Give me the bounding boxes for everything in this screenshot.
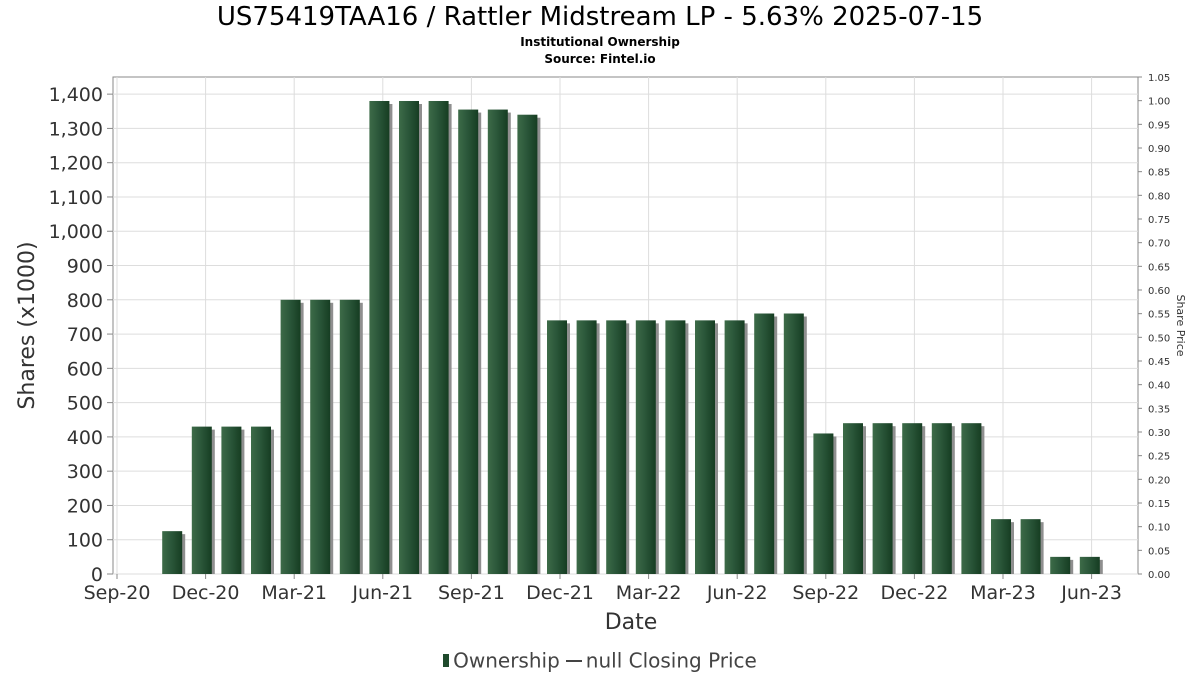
y-tick-label: 400 — [67, 427, 103, 449]
ownership-bar — [813, 433, 834, 574]
ownership-bar — [635, 320, 656, 574]
y2-tick-label: 0.60 — [1148, 286, 1170, 297]
ownership-bar — [1079, 556, 1100, 574]
y-tick-label: 500 — [67, 393, 103, 415]
y2-axis-title: Share Price — [1174, 294, 1187, 356]
y-tick-label: 1,200 — [49, 153, 103, 175]
ownership-bar — [369, 100, 390, 574]
ownership-bar — [399, 100, 419, 574]
ownership-legend-swatch — [443, 654, 450, 667]
axis-layer: 0 100 200 300 400 500 600 700 800 900 1,000 1,100 1,… — [15, 73, 1187, 635]
x-tick-label: Mar-23 — [970, 582, 1036, 604]
y2-tick-label: 0.55 — [1148, 310, 1170, 321]
ownership-bar — [487, 109, 508, 574]
ownership-bar — [251, 426, 271, 574]
ownership-bar — [665, 320, 686, 574]
y2-tick-label: 0.15 — [1148, 499, 1170, 510]
y2-tick-label: 0.95 — [1148, 120, 1170, 131]
ownership-bar — [991, 519, 1011, 574]
y2-tick-label: 0.10 — [1148, 523, 1170, 534]
ownership-bar — [191, 426, 212, 574]
ownership-bar — [902, 423, 923, 574]
ownership-bar — [724, 320, 745, 574]
x-tick-label: Mar-22 — [616, 582, 682, 604]
y-tick-label: 100 — [67, 530, 103, 552]
ownership-chart: 0 100 200 300 400 500 600 700 800 900 1,000 1,100 1,… — [15, 73, 1187, 635]
ownership-bar — [606, 320, 627, 574]
ownership-bar — [517, 114, 538, 575]
ownership-bar — [1020, 519, 1041, 574]
ownership-bar — [428, 100, 449, 574]
y2-tick-label: 0.85 — [1148, 168, 1170, 179]
y2-tick-label: 0.50 — [1148, 333, 1170, 344]
ownership-bar — [339, 299, 360, 574]
y2-tick-label: 0.70 — [1148, 239, 1170, 250]
ownership-bar — [310, 299, 331, 574]
ownership-bar — [783, 313, 804, 574]
ownership-bar — [872, 423, 893, 574]
ownership-bar — [280, 299, 301, 574]
ownership-bar — [576, 320, 597, 574]
x-axis-title: Date — [605, 610, 658, 635]
y-tick-label: 1,400 — [49, 84, 103, 106]
y-tick-label: 600 — [67, 358, 103, 380]
y2-tick-label: 0.30 — [1148, 428, 1170, 439]
x-tick-label: Dec-22 — [880, 582, 948, 604]
y2-tick-label: 0.45 — [1148, 357, 1170, 368]
ownership-bar — [1050, 556, 1071, 574]
bar-layer — [162, 100, 1103, 575]
y2-tick-label: 0.40 — [1148, 381, 1170, 392]
y2-tick-label: 0.25 — [1148, 452, 1170, 463]
y2-tick-label: 0.00 — [1148, 570, 1170, 581]
y-tick-label: 300 — [67, 461, 103, 483]
x-tick-label: Sep-21 — [438, 582, 505, 604]
price-legend-swatch — [565, 659, 582, 662]
y-tick-label: 1,100 — [49, 187, 103, 209]
y-tick-label: 700 — [67, 324, 103, 346]
x-tick-label: Dec-20 — [172, 582, 240, 604]
chart-title: US75419TAA16 / Rattler Midstream LP - 5.… — [216, 2, 984, 32]
ownership-bar — [961, 423, 982, 574]
x-tick-label: Jun-21 — [351, 582, 413, 604]
y2-tick-label: 0.05 — [1148, 546, 1170, 557]
y-tick-label: 1,300 — [49, 118, 103, 140]
y2-tick-label: 0.75 — [1148, 215, 1170, 226]
x-tick-label: Jun-23 — [1060, 582, 1122, 604]
y-tick-label: 200 — [67, 495, 103, 517]
chart-legend: Ownership null Closing Price — [0, 647, 1200, 673]
ownership-bar — [547, 320, 567, 574]
price-legend-label: null Closing Price — [585, 648, 757, 673]
y2-tick-label: 0.80 — [1148, 191, 1170, 202]
y2-tick-label: 1.05 — [1148, 73, 1170, 84]
ownership-bar — [162, 531, 183, 574]
chart-source: Source: Fintel.io — [544, 52, 656, 66]
x-tick-label: Sep-22 — [792, 582, 859, 604]
y2-tick-label: 1.00 — [1148, 97, 1170, 108]
ownership-bar — [221, 426, 242, 574]
y-tick-label: 800 — [67, 290, 103, 312]
y-tick-label: 1,000 — [49, 221, 103, 243]
x-tick-label: Mar-21 — [261, 582, 327, 604]
ownership-bar — [754, 313, 775, 574]
chart-subtitle: Institutional Ownership — [520, 35, 680, 49]
y2-tick-label: 0.65 — [1148, 262, 1170, 273]
ownership-bar — [458, 109, 479, 574]
x-tick-label: Dec-21 — [526, 582, 594, 604]
y-axis-title: Shares (x1000) — [15, 241, 40, 409]
ownership-legend-label: Ownership — [453, 648, 560, 673]
ownership-bar — [843, 423, 863, 574]
x-tick-label: Sep-20 — [84, 582, 151, 604]
y2-tick-label: 0.35 — [1148, 404, 1170, 415]
ownership-bar — [931, 423, 952, 574]
y2-tick-label: 0.90 — [1148, 144, 1170, 155]
y2-tick-label: 0.20 — [1148, 475, 1170, 486]
y-tick-label: 0 — [91, 564, 103, 586]
ownership-bar — [695, 320, 715, 574]
x-tick-label: Jun-22 — [706, 582, 768, 604]
y-tick-label: 900 — [67, 256, 103, 278]
